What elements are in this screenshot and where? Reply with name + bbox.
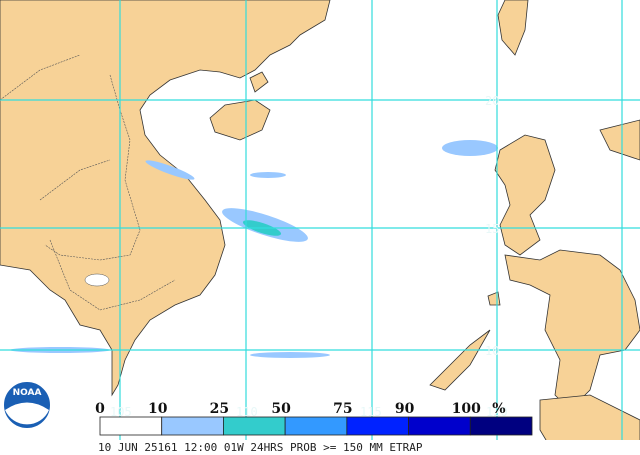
caption: 10 JUN 25161 12:00 01W 24HRS PROB >= 150… [98,441,423,454]
rain-probability [10,140,498,358]
lat-label: 10 [485,344,499,358]
prob-area [250,172,286,178]
caption-bar [0,440,640,455]
legend-label: 50 [271,401,291,417]
legend-label: 75 [333,401,352,417]
legend-swatch [161,416,224,436]
lon-label: 110 [236,405,258,419]
legend-label: 25 [210,401,229,417]
graticule: 20 15 10 105 110 115 120 [0,0,640,440]
legend-label: 10 [148,401,168,417]
legend-label: 0 [95,401,105,417]
legend-swatch [223,416,286,436]
legend-swatch [346,416,409,436]
legend-swatch [469,416,533,436]
prob-area [145,160,195,180]
lat-label: 20 [485,94,499,108]
logo-wave [5,402,49,425]
lon-label: 115 [360,405,382,419]
legend-label: 90 [395,401,415,417]
prob-area [442,140,498,156]
lon-label: 105 [110,405,132,419]
lon-label: 120 [486,405,508,419]
legend-swatch [99,416,163,436]
legend-unit: % [492,401,505,417]
logo-text: NOAA [13,388,42,398]
noaa-logo: NOAA [2,380,52,430]
legend-swatch [408,416,471,436]
prob-area [250,352,330,358]
legend-swatch [284,416,348,436]
legend: 0 10 25 50 75 90 100% [95,401,533,436]
legend-label: 100 [452,401,481,417]
lat-label: 15 [485,222,499,236]
